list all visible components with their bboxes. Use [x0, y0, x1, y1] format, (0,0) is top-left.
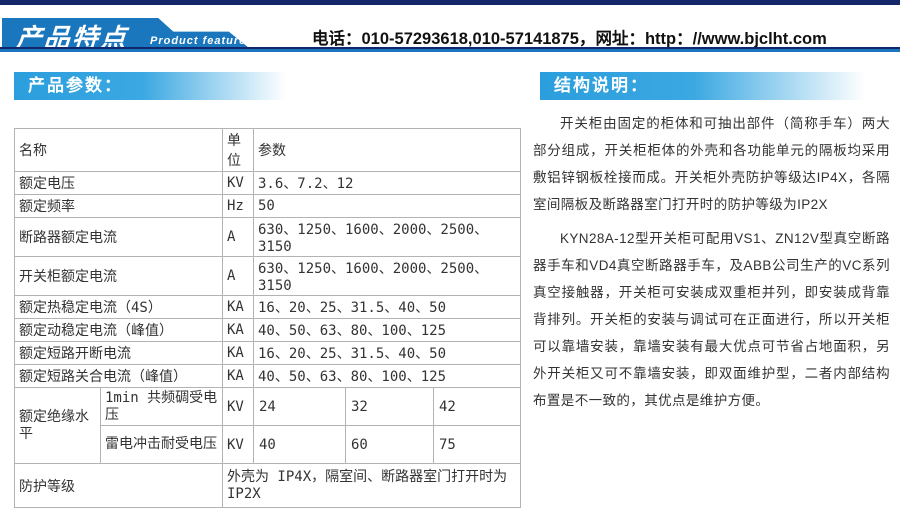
table-row: 额定短路开断电流 KA 16、20、25、31.5、40、50 — [14, 341, 522, 365]
table-row: 额定短路关合电流（峰值） KA 40、50、63、80、100、125 — [14, 364, 522, 388]
row-name: 防护等级 — [14, 463, 223, 508]
row-value: 630、1250、1600、2000、2500、3150 — [252, 256, 522, 296]
row-name: 1min 共频碉受电压 — [100, 387, 223, 426]
table-header-row: 名称 单位 参数 — [14, 128, 522, 172]
col-header-name: 名称 — [14, 128, 223, 172]
row-name: 额定频率 — [14, 194, 223, 218]
row-value: 40、50、63、80、100、125 — [252, 364, 522, 388]
row-unit: A — [222, 256, 254, 296]
row-unit: KV — [222, 387, 254, 426]
table-row: 额定动稳定电流（峰值） KA 40、50、63、80、100、125 — [14, 318, 522, 342]
row-unit: KA — [222, 295, 254, 319]
row-name: 额定短路关合电流（峰值） — [14, 364, 223, 388]
row-value: 24 — [253, 387, 346, 426]
table-row-insulation-1: 额定绝缘水平 1min 共频碉受电压 KV 24 32 42 — [14, 387, 522, 464]
insulation-group-label: 额定绝缘水平 — [14, 387, 101, 464]
row-name: 额定电压 — [14, 171, 223, 195]
structure-paragraph: KYN28A-12型开关柜可配用VS1、ZN12V型真空断路器手车和VD4真空断… — [533, 231, 890, 408]
row-value: 3.6、7.2、12 — [252, 171, 522, 195]
row-value: 40、50、63、80、100、125 — [252, 318, 522, 342]
row-value: 630、1250、1600、2000、2500、3150 — [252, 217, 522, 257]
row-name: 雷电冲击耐受电压 — [100, 425, 223, 464]
contact-info: 电话：010-57293618,010-57141875，网址：http：//w… — [312, 30, 827, 48]
header-divider — [0, 47, 900, 52]
row-unit: KA — [222, 318, 254, 342]
row-value: 60 — [345, 425, 434, 464]
row-name: 断路器额定电流 — [14, 217, 223, 257]
row-unit: A — [222, 217, 254, 257]
row-value: 40 — [253, 425, 346, 464]
table-row-protection: 防护等级 外壳为 IP4X，隔室间、断路器室门打开时为 IP2X — [14, 463, 522, 508]
row-value: 32 — [345, 387, 434, 426]
banner-subtitle: Product features — [150, 35, 254, 47]
row-unit: KV — [222, 171, 254, 195]
row-unit: KA — [222, 341, 254, 365]
table-row: 断路器额定电流 A 630、1250、1600、2000、2500、3150 — [14, 217, 522, 257]
row-value: 50 — [252, 194, 522, 218]
table-row: 额定频率 Hz 50 — [14, 194, 522, 218]
table-row: 开关柜额定电流 A 630、1250、1600、2000、2500、3150 — [14, 256, 522, 296]
row-value: 42 — [432, 387, 522, 426]
structure-description: 开关柜由固定的柜体和可抽出部件（简称手车）两大部分组成，开关柜柜体的外壳和各功能… — [533, 110, 890, 421]
row-name: 额定热稳定电流（4S） — [14, 295, 223, 319]
row-value: 75 — [432, 425, 522, 464]
structure-paragraph: 开关柜由固定的柜体和可抽出部件（简称手车）两大部分组成，开关柜柜体的外壳和各功能… — [533, 116, 890, 212]
col-header-unit: 单位 — [222, 128, 254, 172]
table-row: 额定电压 KV 3.6、7.2、12 — [14, 171, 522, 195]
row-value: 外壳为 IP4X，隔室间、断路器室门打开时为 IP2X — [221, 463, 522, 508]
row-name: 额定短路开断电流 — [14, 341, 223, 365]
row-unit: Hz — [222, 194, 254, 218]
row-unit: KA — [222, 364, 254, 388]
row-value: 16、20、25、31.5、40、50 — [252, 295, 522, 319]
top-border — [0, 0, 900, 5]
table-row: 额定热稳定电流（4S） KA 16、20、25、31.5、40、50 — [14, 295, 522, 319]
row-unit: KV — [222, 425, 254, 464]
col-header-value: 参数 — [252, 128, 522, 172]
section-title-parameters: 产品参数： — [14, 72, 300, 100]
row-name: 开关柜额定电流 — [14, 256, 223, 296]
row-value: 16、20、25、31.5、40、50 — [252, 341, 522, 365]
section-title-structure: 结构说明： — [540, 72, 882, 100]
table-row-insulation-2: 雷电冲击耐受电压 KV 40 60 75 — [15, 425, 522, 464]
row-name: 额定动稳定电流（峰值） — [14, 318, 223, 342]
spec-table: 名称 单位 参数 额定电压 KV 3.6、7.2、12 额定频率 Hz 50 断… — [14, 128, 522, 508]
